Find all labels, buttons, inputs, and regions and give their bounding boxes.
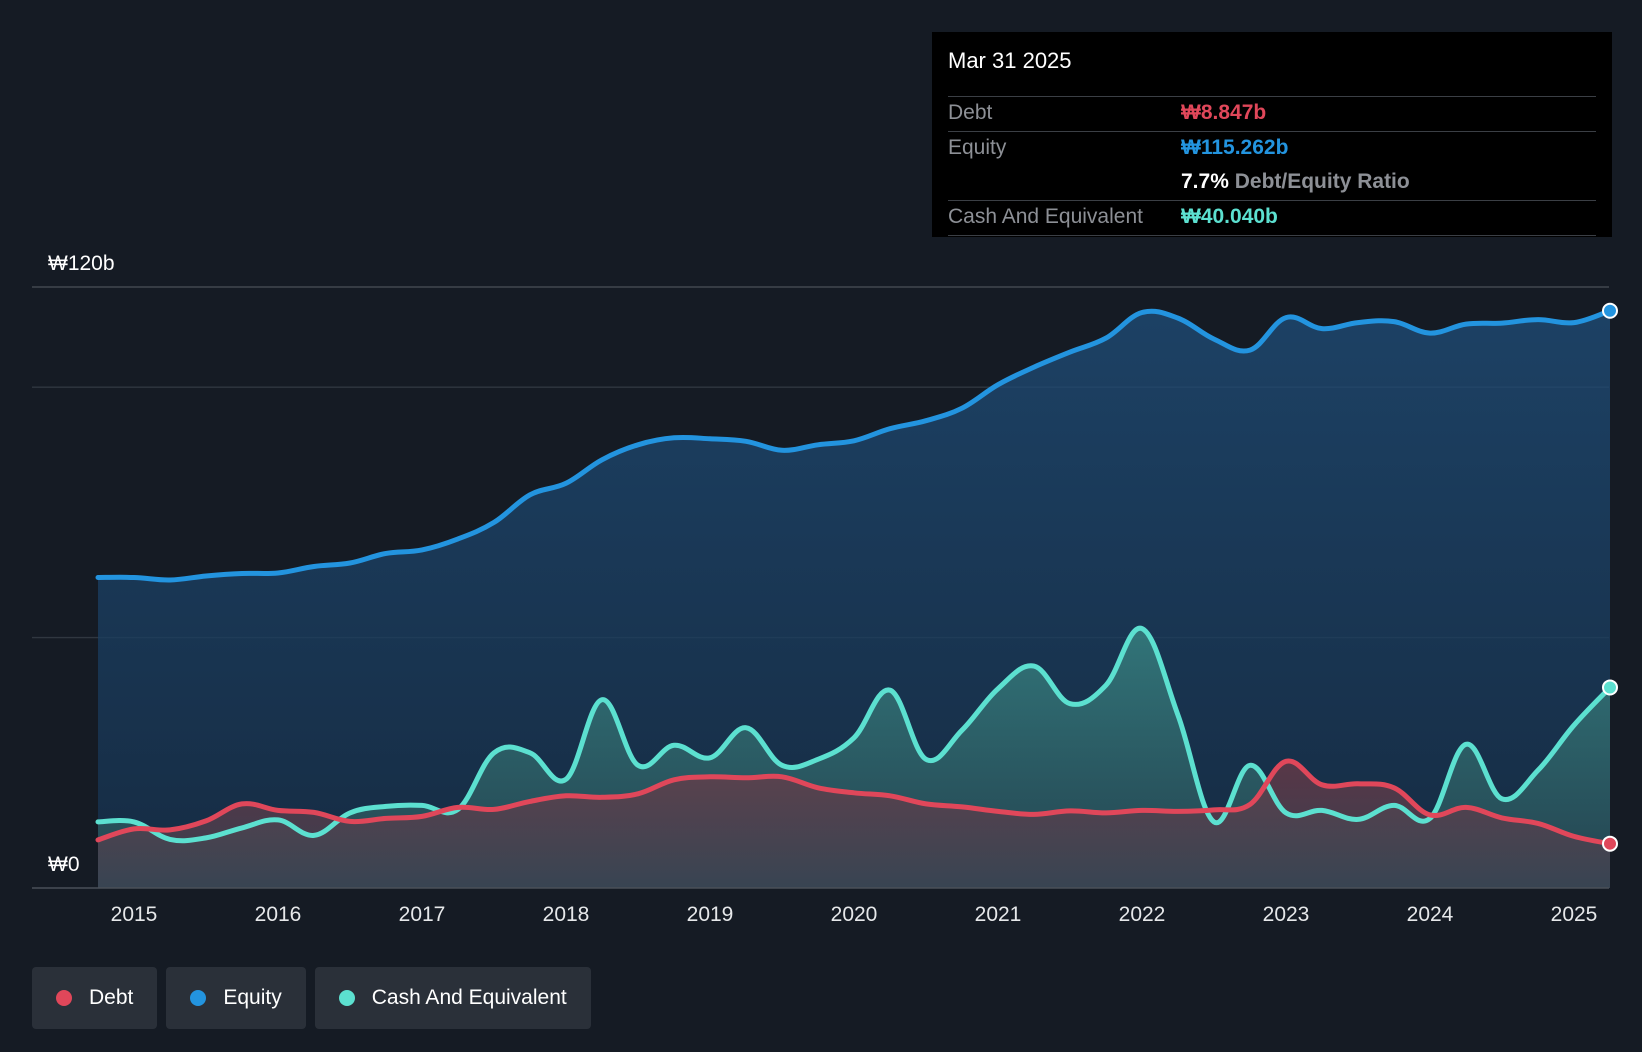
- tooltip-row-ratio: 7.7% Debt/Equity Ratio: [948, 166, 1596, 200]
- tooltip-date: Mar 31 2025: [948, 48, 1072, 73]
- tooltip-ratio-value: 7.7%: [1181, 170, 1229, 193]
- tooltip-ratio-label: Debt/Equity Ratio: [1234, 170, 1410, 193]
- tooltip-row-cash: Cash And Equivalent ₩40.040b: [948, 200, 1596, 236]
- x-tick-label-2017: 2017: [399, 903, 446, 926]
- x-tick-label-2016: 2016: [255, 903, 302, 926]
- legend-item-equity[interactable]: Equity: [166, 967, 306, 1029]
- legend-equity-dot-icon: [190, 990, 207, 1006]
- legend-item-debt[interactable]: Debt: [32, 967, 158, 1029]
- series-lines: [95, 308, 1613, 847]
- tooltip-panel: Mar 31 2025 Debt ₩8.847b Equity ₩115.262…: [932, 32, 1612, 237]
- x-tick-label-2022: 2022: [1119, 903, 1166, 926]
- tooltip-row-debt: Debt ₩8.847b: [948, 96, 1596, 131]
- x-tick-label-2024: 2024: [1407, 903, 1454, 926]
- tooltip-equity-value: ₩115.262b: [1181, 136, 1289, 159]
- tooltip-ratio: 7.7% Debt/Equity Ratio: [1181, 166, 1410, 198]
- x-tick-label-2020: 2020: [831, 903, 878, 926]
- legend-cash-dot-icon: [338, 990, 355, 1006]
- x-tick-label-2023: 2023: [1263, 903, 1310, 926]
- legend-debt-dot-icon: [56, 990, 72, 1006]
- legend: Debt Equity Cash And Equivalent: [32, 967, 591, 1029]
- debt-end-marker: [1602, 835, 1618, 852]
- x-tick-label-2025: 2025: [1551, 903, 1598, 926]
- axes: 2015 2016 2017 2018 2019 2020 2021 2022 2023 2024…: [32, 252, 1609, 926]
- x-tick-label-2021: 2021: [975, 903, 1022, 926]
- tooltip-debt-value: ₩8.847b: [1181, 101, 1267, 124]
- tooltip-equity-label: Equity: [948, 136, 1007, 159]
- equity-line: [95, 308, 1613, 583]
- legend-debt-label: Debt: [89, 986, 134, 1009]
- tooltip-debt-label: Debt: [948, 101, 993, 124]
- y-tick-label-120: ₩120b: [48, 252, 115, 275]
- cash-and-equivalent-line: [95, 626, 1613, 844]
- x-tick-label-2015: 2015: [111, 903, 158, 926]
- x-tick-label-2018: 2018: [543, 903, 590, 926]
- cash-and-equivalent-end-marker: [1602, 679, 1618, 696]
- equity-end-marker: [1602, 302, 1618, 319]
- x-tick-label-2019: 2019: [687, 903, 734, 926]
- legend-item-cash[interactable]: Cash And Equivalent: [314, 967, 591, 1029]
- tooltip-cash-label: Cash And Equivalent: [948, 205, 1143, 228]
- equity-area: [98, 310, 1610, 888]
- series-areas: [98, 310, 1610, 888]
- legend-equity-label: Equity: [223, 986, 282, 1009]
- debt-line: [95, 758, 1613, 847]
- debt-area: [98, 760, 1610, 888]
- tooltip-row-equity: Equity ₩115.262b: [948, 131, 1596, 166]
- y-tick-label-0: ₩0: [48, 853, 80, 876]
- legend-cash-label: Cash And Equivalent: [371, 986, 567, 1009]
- end-markers: [1602, 302, 1618, 852]
- tooltip-cash-value: ₩40.040b: [1181, 205, 1278, 228]
